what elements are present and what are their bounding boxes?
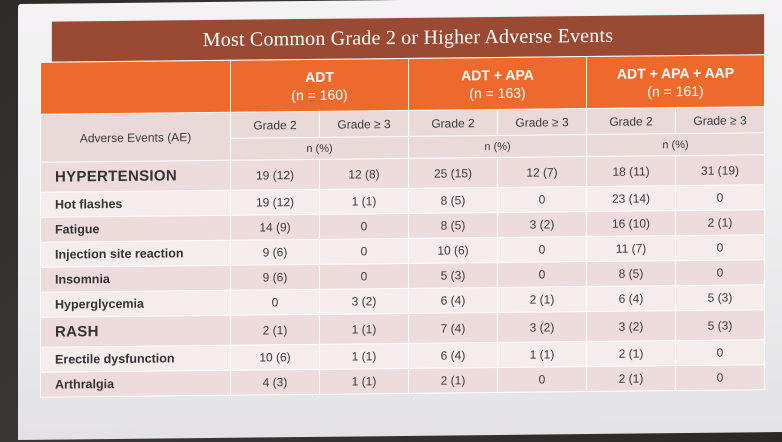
table-cell: 19 (12) xyxy=(230,159,320,191)
arm-header-adt-apa: ADT + APA (n = 163) xyxy=(408,56,587,111)
table-cell: 12 (7) xyxy=(497,156,587,188)
table-cell: 3 (2) xyxy=(497,211,587,238)
table-cell: 2 (1) xyxy=(675,209,765,236)
table-cell: 3 (2) xyxy=(586,310,676,342)
table-cell: 1 (1) xyxy=(319,368,409,395)
ae-name: Fatigue xyxy=(40,215,231,243)
grade3-header: Grade ≥ 3 xyxy=(319,110,409,138)
npct-label: n (%) xyxy=(586,132,765,157)
adverse-events-table-wrap: ADT (n = 160) ADT + APA (n = 163) ADT + … xyxy=(40,54,765,398)
grade3-header: Grade ≥ 3 xyxy=(675,106,765,134)
table-cell: 1 (1) xyxy=(319,313,409,345)
table-cell: 4 (3) xyxy=(230,369,320,396)
table-cell: 18 (11) xyxy=(586,155,676,187)
table-cell: 9 (6) xyxy=(230,239,320,266)
table-cell: 0 xyxy=(497,261,587,288)
table-cell: 7 (4) xyxy=(408,312,498,344)
adverse-events-table: ADT (n = 160) ADT + APA (n = 163) ADT + … xyxy=(40,54,765,398)
slide-title: Most Common Grade 2 or Higher Adverse Ev… xyxy=(202,24,614,51)
arm-header-adt: ADT (n = 160) xyxy=(230,58,409,113)
table-cell: 2 (1) xyxy=(408,367,498,394)
table-cell: 16 (10) xyxy=(586,210,676,237)
ae-name: Hyperglycemia xyxy=(40,290,231,318)
table-cell: 5 (3) xyxy=(675,284,765,311)
table-cell: 2 (1) xyxy=(230,314,320,346)
grade2-header: Grade 2 xyxy=(408,109,498,137)
table-cell: 0 xyxy=(675,184,765,211)
table-cell: 2 (1) xyxy=(586,365,676,392)
ae-name: Arthralgia xyxy=(40,370,231,398)
ae-name: Injection site reaction xyxy=(40,240,231,268)
table-cell: 6 (4) xyxy=(586,285,676,312)
arm-name: ADT xyxy=(305,68,334,85)
table-cell: 0 xyxy=(675,364,765,391)
table-cell: 14 (9) xyxy=(230,214,320,241)
ae-name: HYPERTENSION xyxy=(40,160,231,193)
table-cell: 9 (6) xyxy=(230,264,320,291)
table-cell: 0 xyxy=(675,259,765,286)
header-blank-cell xyxy=(40,60,231,115)
table-cell: 23 (14) xyxy=(586,185,676,212)
arm-n: (n = 160) xyxy=(291,86,348,103)
arm-name: ADT + APA xyxy=(461,66,534,83)
table-cell: 8 (5) xyxy=(586,260,676,287)
npct-label: n (%) xyxy=(230,136,409,161)
table-cell: 3 (2) xyxy=(319,288,409,315)
slide-screen: Most Common Grade 2 or Higher Adverse Ev… xyxy=(18,0,782,441)
arm-name: ADT + APA + AAP xyxy=(616,64,735,82)
table-cell: 6 (4) xyxy=(408,342,498,369)
table-cell: 0 xyxy=(230,289,320,316)
table-cell: 0 xyxy=(319,213,409,240)
table-cell: 0 xyxy=(497,236,587,263)
table-cell: 0 xyxy=(319,238,409,265)
table-cell: 1 (1) xyxy=(319,343,409,370)
table-cell: 1 (1) xyxy=(497,341,587,368)
arm-header-adt-apa-aap: ADT + APA + AAP (n = 161) xyxy=(586,54,765,109)
ae-column-header: Adverse Events (AE) xyxy=(40,112,231,163)
table-cell: 11 (7) xyxy=(586,235,676,262)
table-cell: 0 xyxy=(319,263,409,290)
table-cell: 0 xyxy=(675,234,765,261)
table-cell: 25 (15) xyxy=(408,157,498,189)
table-cell: 12 (8) xyxy=(319,158,409,190)
table-cell: 31 (19) xyxy=(675,154,765,186)
ae-name: Erectile dysfunction xyxy=(40,345,231,373)
table-cell: 5 (3) xyxy=(675,309,765,341)
table-cell: 2 (1) xyxy=(586,340,676,367)
table-cell: 6 (4) xyxy=(408,287,498,314)
table-cell: 0 xyxy=(497,366,587,393)
table-cell: 10 (6) xyxy=(230,344,320,371)
grade2-header: Grade 2 xyxy=(586,107,676,135)
table-cell: 0 xyxy=(497,186,587,213)
ae-name: RASH xyxy=(40,315,231,348)
table-cell: 2 (1) xyxy=(497,286,587,313)
grade2-header: Grade 2 xyxy=(230,111,320,139)
table-cell: 19 (12) xyxy=(230,189,320,216)
table-cell: 5 (3) xyxy=(408,262,498,289)
ae-name: Insomnia xyxy=(40,265,231,293)
arm-n: (n = 161) xyxy=(647,82,704,99)
ae-name: Hot flashes xyxy=(40,190,231,218)
npct-label: n (%) xyxy=(408,134,587,159)
table-cell: 8 (5) xyxy=(408,187,498,214)
arm-header-row: ADT (n = 160) ADT + APA (n = 163) ADT + … xyxy=(40,54,765,115)
table-cell: 3 (2) xyxy=(497,311,587,343)
table-cell: 1 (1) xyxy=(319,188,409,215)
table-cell: 8 (5) xyxy=(408,212,498,239)
table-cell: 0 xyxy=(675,339,765,366)
table-cell: 10 (6) xyxy=(408,237,498,264)
arm-n: (n = 163) xyxy=(469,84,526,101)
grade3-header: Grade ≥ 3 xyxy=(497,108,587,136)
